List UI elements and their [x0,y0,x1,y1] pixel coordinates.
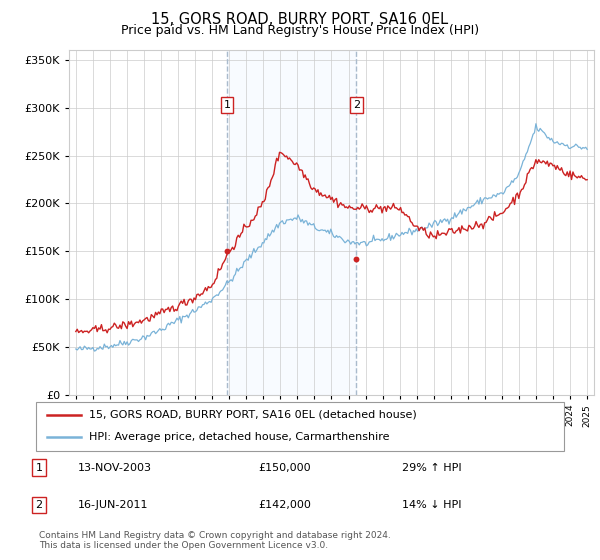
Text: £142,000: £142,000 [258,500,311,510]
Text: 2: 2 [35,500,43,510]
Text: 16-JUN-2011: 16-JUN-2011 [78,500,149,510]
Text: Contains HM Land Registry data © Crown copyright and database right 2024.
This d: Contains HM Land Registry data © Crown c… [39,530,391,550]
Text: 13-NOV-2003: 13-NOV-2003 [78,463,152,473]
Text: Price paid vs. HM Land Registry's House Price Index (HPI): Price paid vs. HM Land Registry's House … [121,24,479,36]
Text: HPI: Average price, detached house, Carmarthenshire: HPI: Average price, detached house, Carm… [89,432,389,442]
Point [352,254,361,263]
Text: 14% ↓ HPI: 14% ↓ HPI [402,500,461,510]
Text: 1: 1 [224,100,230,110]
Bar [227,50,356,395]
Text: 29% ↑ HPI: 29% ↑ HPI [402,463,461,473]
Text: 2: 2 [353,100,360,110]
Text: 1: 1 [35,463,43,473]
FancyBboxPatch shape [36,402,564,451]
Text: 15, GORS ROAD, BURRY PORT, SA16 0EL: 15, GORS ROAD, BURRY PORT, SA16 0EL [151,12,449,27]
Text: 15, GORS ROAD, BURRY PORT, SA16 0EL (detached house): 15, GORS ROAD, BURRY PORT, SA16 0EL (det… [89,410,416,420]
Text: £150,000: £150,000 [258,463,311,473]
Point [222,247,232,256]
